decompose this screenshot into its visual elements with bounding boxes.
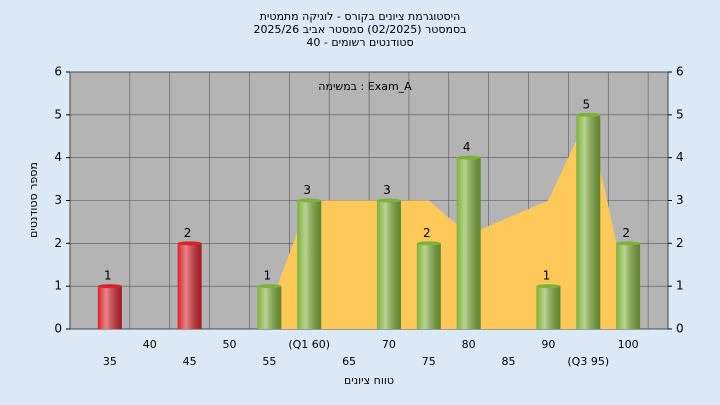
bar-shine [416, 243, 441, 329]
bar-cap [536, 284, 561, 289]
y2-tick-label: 5 [676, 107, 684, 121]
x-tick-label: (Q1 60) [288, 338, 330, 351]
bar-cap [97, 284, 122, 289]
bar-cap [297, 198, 322, 203]
bar-shine [456, 157, 481, 329]
data-label: 2 [622, 226, 630, 240]
y2-tick-label: 4 [676, 150, 684, 164]
x-tick-label: 75 [422, 355, 436, 368]
x-tick-label: 45 [183, 355, 197, 368]
y-tick-label: 2 [54, 236, 62, 250]
data-label: 3 [383, 183, 391, 197]
bar-shine [376, 200, 401, 329]
bar-cap [456, 155, 481, 160]
data-label: 2 [184, 226, 192, 240]
x-tick-label: 35 [103, 355, 117, 368]
x-tick-label: 65 [342, 355, 356, 368]
y-tick-label: 0 [54, 322, 62, 336]
data-label: 2 [423, 226, 431, 240]
bar-cap [177, 241, 202, 246]
bar-cap [257, 284, 282, 289]
data-label: 1 [104, 269, 112, 283]
subtitle: בסמסטר (02/2025) סמסטר אביב 2025/26 [253, 23, 466, 36]
y-tick-label: 5 [54, 107, 62, 121]
annotation: במשימה : Exam_A [318, 80, 412, 93]
x-tick-label: 85 [502, 355, 516, 368]
bar-cap [416, 241, 441, 246]
y2-tick-label: 2 [676, 236, 684, 250]
y2-tick-label: 0 [676, 322, 684, 336]
x-tick-label: 100 [618, 338, 639, 351]
distribution-area [277, 114, 621, 329]
x-tick-label: 55 [262, 355, 276, 368]
y-tick-label: 4 [54, 150, 62, 164]
y-tick-label: 6 [54, 65, 62, 79]
data-label: 4 [463, 140, 471, 154]
y-tick-label: 1 [54, 279, 62, 293]
bar-shine [616, 243, 641, 329]
bar-shine [536, 286, 561, 329]
data-label: 3 [303, 183, 311, 197]
y-axis-label: מספר סטודנטים [27, 162, 40, 238]
y-tick-label: 3 [54, 193, 62, 207]
x-tick-label: 70 [382, 338, 396, 351]
x-axis-label: טווח ציונים [344, 374, 394, 387]
bar-shine [257, 286, 282, 329]
bar-shine [177, 243, 202, 329]
y2-tick-label: 6 [676, 65, 684, 79]
bar-shine [576, 114, 601, 329]
x-tick-label: 40 [143, 338, 157, 351]
bar-cap [576, 112, 601, 117]
x-tick-label: 90 [541, 338, 555, 351]
bar-shine [297, 200, 322, 329]
x-tick-label: 50 [222, 338, 236, 351]
data-label: 1 [264, 269, 272, 283]
bar-cap [616, 241, 641, 246]
y2-tick-label: 1 [676, 279, 684, 293]
bar-shine [97, 286, 122, 329]
title: היסטוגרמת ציונים בקורס - לוגיקה מתמטית [260, 10, 461, 23]
subtitle: סטודנטים רשומים - 40 [306, 36, 413, 49]
data-label: 5 [582, 97, 590, 111]
x-tick-label: (Q3 95) [567, 355, 609, 368]
data-label: 1 [543, 269, 551, 283]
x-tick-label: 80 [462, 338, 476, 351]
y2-tick-label: 3 [676, 193, 684, 207]
bar-cap [376, 198, 401, 203]
